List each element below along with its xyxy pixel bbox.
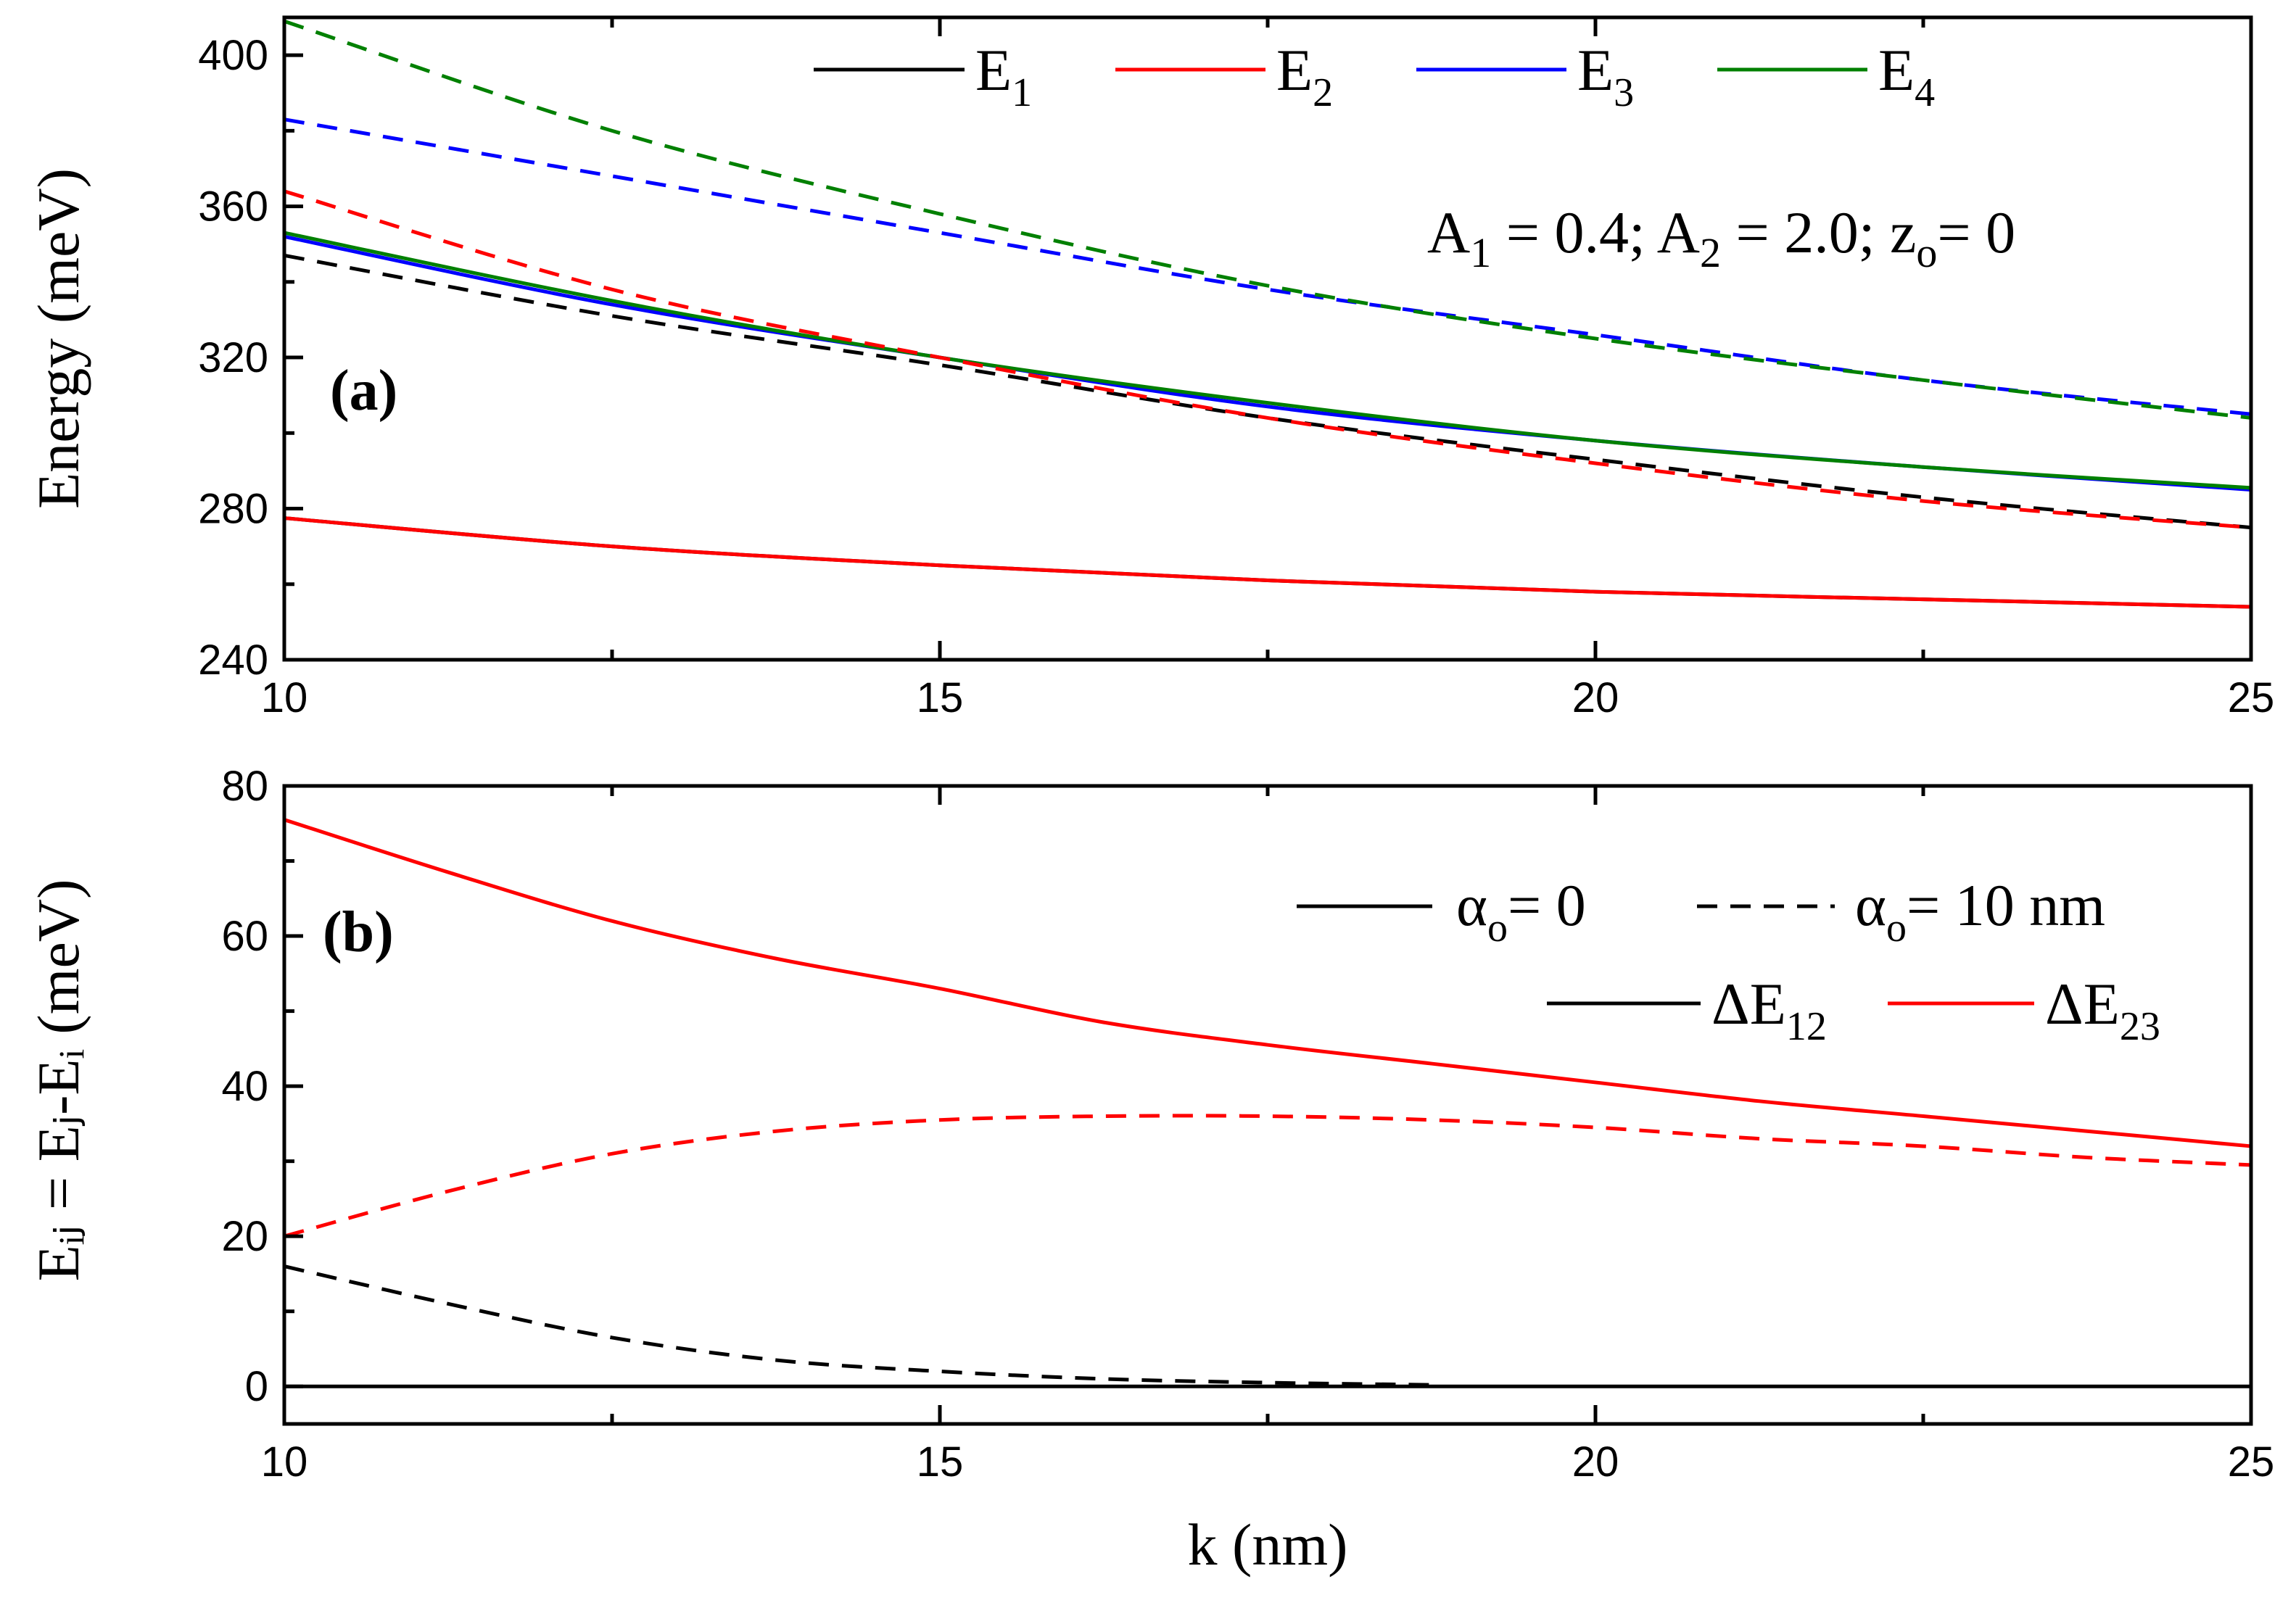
series-line-0-1	[284, 516, 2252, 609]
x-tick-label: 10	[261, 1438, 308, 1486]
y-tick-label: 280	[198, 486, 268, 533]
y-tick-label: 40	[221, 1063, 268, 1110]
y-tick-label: 320	[198, 334, 268, 381]
y-tick-label: 80	[221, 763, 268, 810]
panel-b-legend: αo= 0 αo= 10 nm ΔE12 ΔE23	[1297, 872, 2160, 1049]
panel-b-label: (b)	[323, 900, 394, 964]
legend-label-e4: E4	[1878, 37, 1935, 115]
x-tick-label: 15	[917, 1438, 964, 1486]
series-line-0-6	[284, 117, 2252, 416]
legend-label-de23: ΔE23	[2045, 971, 2160, 1049]
series-line-0-7	[284, 19, 2252, 420]
legend-label-e2: E2	[1276, 37, 1333, 115]
y-tick-label: 400	[198, 32, 268, 79]
legend-label-alpha-0: αo= 0	[1456, 872, 1586, 950]
panel-a: 10 15 20 25 240 280 320 360 400 E1 E2 E3 E4 A1 =…	[25, 15, 2274, 721]
panel-a-ylabel: Energy (meV)	[25, 168, 91, 509]
series-line-1-2	[284, 1264, 1432, 1387]
panel-b: 10 15 20 25 0 20 40 60 80 (b) αo= 0 αo= 10 nm ΔE…	[25, 763, 2274, 1578]
panel-b-ticks: 10 15 20 25 0 20 40 60 80	[221, 763, 2274, 1486]
legend-label-alpha-10: αo= 10 nm	[1855, 872, 2105, 950]
panel-a-series	[284, 19, 2252, 609]
x-tick-label: 25	[2228, 674, 2275, 721]
panel-b-ylabel: Eᵢⱼ = Eⱼ-Eᵢ (meV)	[25, 879, 91, 1282]
panel-a-label: (a)	[330, 359, 397, 423]
x-tick-label: 20	[1572, 674, 1619, 721]
series-line-0-2	[284, 234, 2252, 492]
panel-a-frame	[282, 15, 2253, 662]
y-tick-label: 0	[245, 1363, 268, 1410]
panel-b-xlabel: k (nm)	[1188, 1512, 1348, 1578]
legend-label-e1: E1	[975, 37, 1032, 115]
x-tick-label: 15	[917, 674, 964, 721]
y-tick-label: 20	[221, 1213, 268, 1260]
y-tick-label: 240	[198, 637, 268, 684]
series-line-0-0	[284, 516, 2252, 609]
series-line-0-3	[284, 231, 2252, 490]
series-line-1-1	[284, 818, 2252, 1148]
parameter-annotation: A1 = 0.4; A2 = 2.0; zo= 0	[1427, 199, 2015, 276]
panel-a-legend: E1 E2 E3 E4	[814, 37, 1935, 115]
x-tick-label: 25	[2228, 1438, 2275, 1486]
x-tick-label: 10	[261, 674, 308, 721]
series-line-0-5	[284, 189, 2252, 530]
series-line-1-3	[284, 1114, 2252, 1238]
legend-label-de12: ΔE12	[1711, 971, 1827, 1049]
y-tick-label: 60	[221, 913, 268, 960]
legend-label-e3: E3	[1577, 37, 1634, 115]
y-tick-label: 360	[198, 183, 268, 231]
panel-b-series	[284, 818, 2252, 1388]
x-tick-label: 20	[1572, 1438, 1619, 1486]
panel-a-ticks: 10 15 20 25 240 280 320 360 400	[198, 17, 2274, 721]
